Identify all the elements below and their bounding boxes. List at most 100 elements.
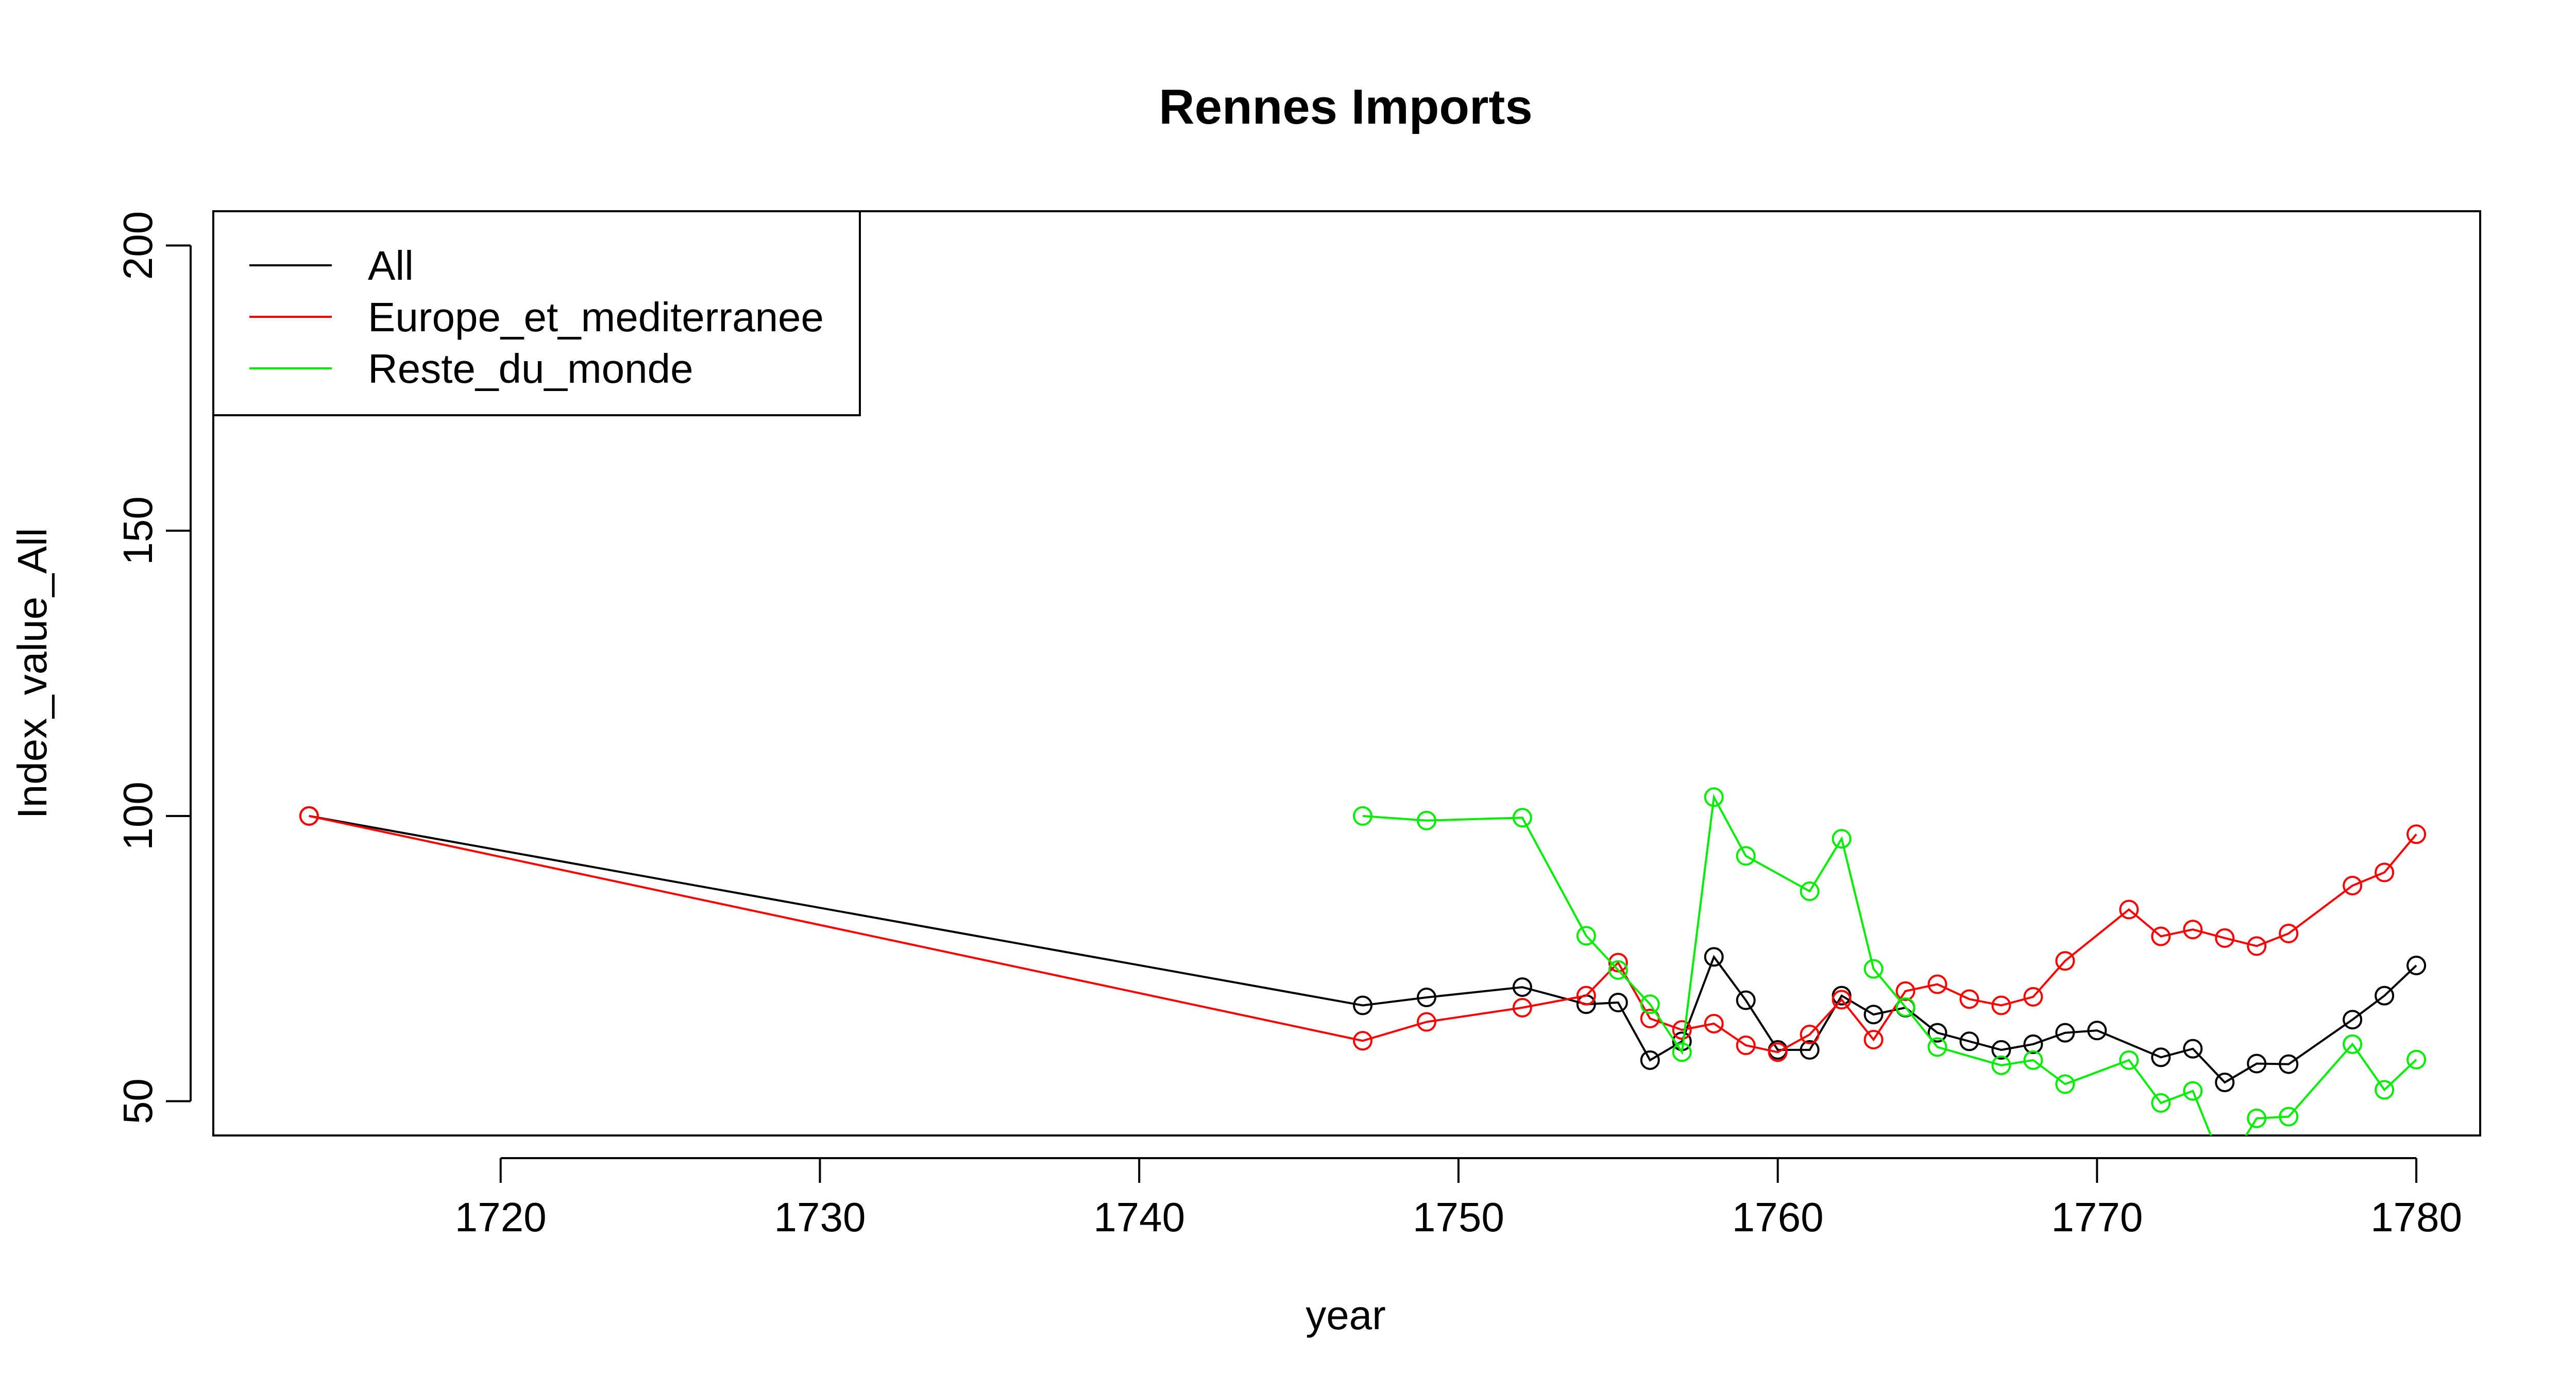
point-Europe_et_mediterranee-1761 <box>1800 1024 1820 1044</box>
point-Europe_et_mediterranee-1759 <box>1736 1036 1756 1056</box>
point-All-1772 <box>2151 1047 2171 1067</box>
point-Europe_et_mediterranee-1754 <box>1576 986 1596 1006</box>
point-Reste_du_monde-1764 <box>1895 997 1916 1017</box>
point-Europe_et_mediterranee-1775 <box>2247 936 2267 956</box>
point-Reste_du_monde-1752 <box>1512 808 1532 828</box>
point-All-1756 <box>1640 1050 1660 1070</box>
point-Europe_et_mediterranee-1766 <box>1959 989 1979 1009</box>
x-tick-label-1730: 1730 <box>774 1194 866 1240</box>
point-Europe_et_mediterranee-1772 <box>2151 926 2171 946</box>
point-Europe_et_mediterranee-1752 <box>1512 997 1532 1017</box>
point-Reste_du_monde-1754 <box>1576 926 1596 946</box>
series-line-Europe_et_mediterranee <box>309 815 2417 1054</box>
x-tick-label-1720: 1720 <box>455 1194 547 1240</box>
point-All-1779 <box>2375 986 2395 1006</box>
point-All-1767 <box>1991 1040 2011 1060</box>
point-Europe_et_mediterranee-1778 <box>2343 875 2363 895</box>
point-Reste_du_monde-1776 <box>2279 1107 2299 1127</box>
point-Reste_du_monde-1765 <box>1927 1037 1947 1057</box>
point-All-1769 <box>2055 1023 2075 1043</box>
point-Reste_du_monde-1769 <box>2055 1074 2075 1094</box>
point-Reste_du_monde-1749 <box>1416 810 1436 830</box>
legend: All Europe_et_mediterranee Reste_du_monde <box>212 210 861 416</box>
point-All-1766 <box>1959 1031 1979 1051</box>
point-All-1749 <box>1416 988 1436 1008</box>
point-Reste_du_monde-1763 <box>1863 959 1884 979</box>
y-tick-label-200: 200 <box>115 211 161 280</box>
point-Europe_et_mediterranee-1762 <box>1832 990 1852 1010</box>
point-Europe_et_mediterranee-1768 <box>2023 987 2043 1007</box>
point-Reste_du_monde-1759 <box>1736 846 1756 866</box>
point-Europe_et_mediterranee-1760 <box>1768 1042 1788 1062</box>
series-Europe_et_mediterranee <box>299 806 2427 1062</box>
point-All-1774 <box>2215 1073 2235 1093</box>
point-Europe_et_mediterranee-1758 <box>1704 1013 1724 1033</box>
point-Reste_du_monde-1755 <box>1608 960 1628 980</box>
point-All-1775 <box>2247 1054 2267 1074</box>
point-Reste_du_monde-1780 <box>2406 1049 2427 1070</box>
point-Europe_et_mediterranee-1749 <box>1416 1012 1436 1032</box>
point-Europe_et_mediterranee-1763 <box>1863 1029 1884 1049</box>
point-Reste_du_monde-1768 <box>2023 1050 2043 1070</box>
point-Reste_du_monde-1771 <box>2119 1050 2139 1070</box>
point-All-1761 <box>1800 1040 1820 1060</box>
point-All-1752 <box>1512 977 1532 997</box>
point-Europe_et_mediterranee-1747 <box>1352 1031 1372 1051</box>
point-Europe_et_mediterranee-1769 <box>2055 951 2075 971</box>
x-tick-label-1760: 1760 <box>1732 1194 1824 1240</box>
point-Reste_du_monde-1772 <box>2151 1093 2171 1113</box>
point-Reste_du_monde-1758 <box>1704 787 1724 807</box>
legend-label-All: All <box>368 243 414 289</box>
point-Reste_du_monde-1779 <box>2375 1080 2395 1100</box>
point-Europe_et_mediterranee-1776 <box>2279 923 2299 943</box>
x-tick-label-1780: 1780 <box>2370 1194 2462 1240</box>
point-All-1768 <box>2023 1034 2043 1054</box>
x-tick-label-1750: 1750 <box>1413 1194 1504 1240</box>
point-All-1755 <box>1608 992 1628 1012</box>
x-tick-label-1740: 1740 <box>1093 1194 1185 1240</box>
point-Europe_et_mediterranee-1757 <box>1672 1020 1692 1040</box>
point-Europe_et_mediterranee-1774 <box>2215 928 2235 948</box>
legend-label-Europe_et_mediterranee: Europe_et_mediterranee <box>368 294 824 340</box>
point-Europe_et_mediterranee-1771 <box>2119 900 2139 920</box>
point-All-1763 <box>1863 1005 1884 1025</box>
point-Europe_et_mediterranee-1764 <box>1895 981 1916 1001</box>
point-Reste_du_monde-1756 <box>1640 994 1660 1014</box>
series-line-Reste_du_monde <box>1362 793 2417 1135</box>
point-Reste_du_monde-1773 <box>2183 1081 2203 1101</box>
point-Reste_du_monde-1775 <box>2247 1108 2267 1128</box>
series-layer <box>299 787 2427 1178</box>
point-Reste_du_monde-1757 <box>1672 1042 1692 1062</box>
point-All-1773 <box>2183 1039 2203 1059</box>
point-Europe_et_mediterranee-1780 <box>2406 824 2427 844</box>
point-Reste_du_monde-1774 <box>2216 1161 2233 1178</box>
point-Reste_du_monde-1778 <box>2343 1034 2363 1054</box>
x-axis-label: year <box>1306 1292 1386 1338</box>
point-Europe_et_mediterranee-1767 <box>1991 995 2011 1015</box>
point-All-1776 <box>2279 1054 2299 1074</box>
point-Reste_du_monde-1747 <box>1352 806 1372 826</box>
y-axis-label: Index_value_All <box>9 528 55 819</box>
x-tick-label-1770: 1770 <box>2051 1194 2143 1240</box>
legend-label-Reste_du_monde: Reste_du_monde <box>368 346 693 392</box>
point-Europe_et_mediterranee-1779 <box>2375 862 2395 883</box>
point-All-1747 <box>1352 995 1372 1015</box>
point-Reste_du_monde-1761 <box>1800 881 1820 902</box>
y-axis: 50 100 150 200 <box>115 211 192 1124</box>
chart-title: Rennes Imports <box>1159 79 1532 134</box>
x-axis: 1720 1730 1740 1750 1760 1770 1780 <box>455 1157 2462 1240</box>
point-Reste_du_monde-1767 <box>1991 1055 2011 1075</box>
point-All-1770 <box>2087 1021 2107 1041</box>
point-Reste_du_monde-1762 <box>1832 829 1852 849</box>
point-Europe_et_mediterranee-1765 <box>1927 974 1947 994</box>
legend-box <box>212 210 861 416</box>
point-All-1758 <box>1704 947 1724 967</box>
point-Europe_et_mediterranee-1773 <box>2183 920 2203 940</box>
point-All-1759 <box>1736 990 1756 1010</box>
series-line-All <box>309 815 2417 1084</box>
y-tick-label-150: 150 <box>115 496 161 565</box>
point-All-1778 <box>2343 1010 2363 1030</box>
series-Reste_du_monde <box>1352 787 2427 1178</box>
point-All-1765 <box>1927 1023 1947 1043</box>
